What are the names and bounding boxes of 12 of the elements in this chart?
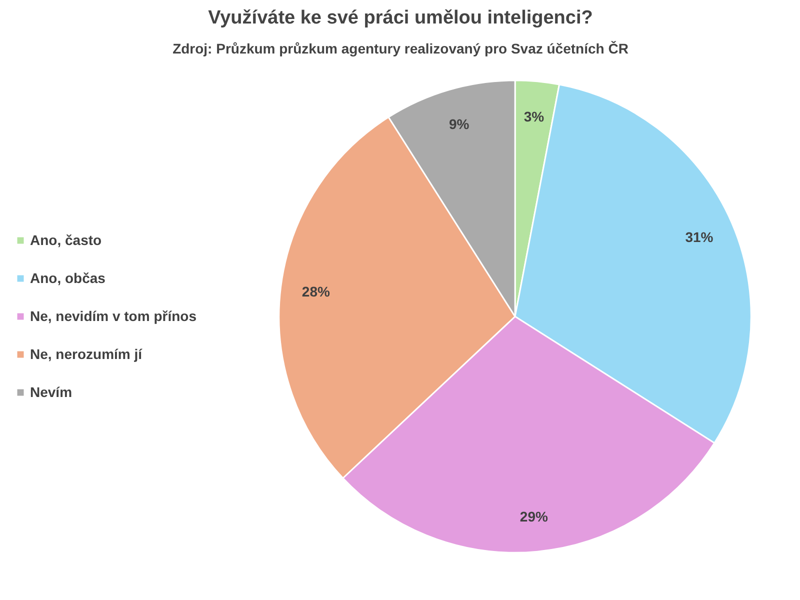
data-label: 9% <box>448 116 470 132</box>
legend-label: Ne, nevidím v tom přínos <box>30 308 196 324</box>
data-label: 3% <box>524 108 545 125</box>
legend-label: Ano, často <box>30 232 102 248</box>
chart-subtitle: Zdroj: Průzkum průzkum agentury realizovaný pro Svaz účetních ČR <box>172 40 628 56</box>
legend-label: Ne, nerozumím jí <box>30 346 142 362</box>
data-label: 31% <box>685 228 714 245</box>
chart-title: Využíváte ke své práci umělou inteligenci? <box>208 8 593 28</box>
data-label: 29% <box>520 508 548 524</box>
data-label: 28% <box>302 283 330 300</box>
legend-label: Nevím <box>30 384 72 400</box>
legend-label: Ano, občas <box>30 270 106 286</box>
